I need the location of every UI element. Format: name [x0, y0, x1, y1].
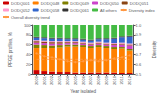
svg-text:2003: 2003 — [57, 75, 62, 85]
svg-text:DODQ051: DODQ051 — [130, 1, 149, 6]
svg-text:Year isolated: Year isolated — [70, 89, 96, 94]
svg-text:2008: 2008 — [96, 75, 101, 85]
svg-text:Diversity: Diversity — [152, 40, 157, 58]
svg-text:2005: 2005 — [73, 75, 78, 85]
svg-text:DODQ050: DODQ050 — [100, 1, 119, 6]
svg-text:All others: All others — [100, 8, 117, 13]
svg-text:2004: 2004 — [65, 75, 70, 85]
svg-text:2010: 2010 — [112, 75, 117, 85]
svg-text:DODQ052: DODQ052 — [11, 8, 30, 13]
svg-text:DODQ061: DODQ061 — [70, 8, 89, 13]
svg-text:Diversity index: Diversity index — [129, 8, 155, 13]
svg-text:20: 20 — [26, 62, 31, 67]
svg-text:60: 60 — [26, 42, 31, 47]
svg-text:DODQ001: DODQ001 — [11, 1, 30, 6]
svg-text:2011: 2011 — [119, 75, 124, 84]
svg-text:2009: 2009 — [104, 75, 109, 85]
svg-text:0.6: 0.6 — [136, 62, 142, 67]
svg-text:2012: 2012 — [127, 75, 132, 85]
svg-text:2006: 2006 — [81, 75, 86, 85]
svg-text:0: 0 — [28, 72, 31, 77]
svg-text:80: 80 — [26, 32, 31, 37]
svg-text:2000: 2000 — [34, 75, 39, 85]
svg-text:0.5: 0.5 — [136, 72, 142, 77]
svg-text:Overall diversity trend: Overall diversity trend — [11, 15, 50, 20]
svg-text:0.7: 0.7 — [136, 52, 142, 57]
svg-text:DODQ049: DODQ049 — [70, 1, 89, 6]
svg-text:PFGE profiles, %: PFGE profiles, % — [8, 32, 13, 67]
svg-text:0.8: 0.8 — [136, 42, 142, 47]
svg-text:0.9: 0.9 — [136, 32, 142, 37]
svg-text:2007: 2007 — [88, 75, 93, 85]
svg-text:2001: 2001 — [42, 75, 47, 85]
svg-text:1.0: 1.0 — [136, 23, 142, 28]
svg-text:40: 40 — [26, 52, 31, 57]
svg-text:2002: 2002 — [49, 75, 54, 85]
svg-text:100: 100 — [24, 23, 31, 28]
svg-text:DODQ048: DODQ048 — [41, 1, 60, 6]
svg-text:DODQ058: DODQ058 — [41, 8, 60, 13]
